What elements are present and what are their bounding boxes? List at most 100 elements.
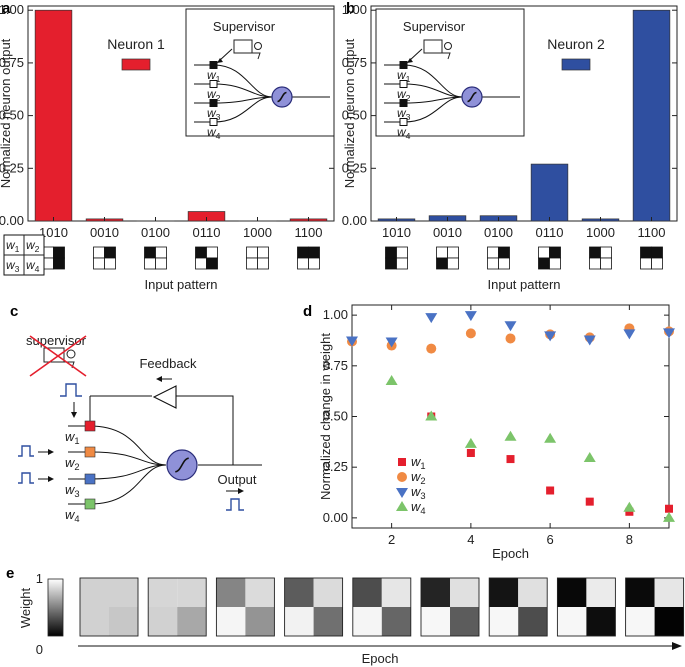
chart-b: 0.00 0.25 0.50 0.75 1.00 Normalized neuron ou… bbox=[342, 2, 678, 292]
annotation-swatch bbox=[561, 58, 591, 71]
tile-cell bbox=[216, 578, 246, 607]
y-axis-label: Normalized neuron output bbox=[342, 38, 357, 188]
weight-tile-9 bbox=[625, 577, 685, 637]
point-w2 bbox=[505, 333, 516, 344]
tile-cell bbox=[625, 607, 655, 636]
supervisor-body-icon bbox=[442, 52, 451, 60]
tile-cell bbox=[352, 578, 382, 607]
synapse-marker bbox=[84, 420, 96, 432]
point-w1 bbox=[506, 455, 515, 464]
y-tick-label: 0.75 bbox=[342, 55, 367, 70]
pattern-cell bbox=[385, 257, 397, 270]
y-tick-label: 1.00 bbox=[342, 2, 367, 17]
pattern-icon-1010 bbox=[385, 246, 408, 270]
tile-cell bbox=[381, 578, 411, 607]
synapse-line bbox=[403, 96, 463, 123]
chart-b-inset: Supervisor w1 w2 w3 w4 bbox=[375, 8, 525, 141]
weight-label: w1 bbox=[65, 429, 80, 446]
legend-label-w2: w2 bbox=[411, 469, 426, 486]
pattern-cell bbox=[206, 246, 218, 259]
x-tick-label: 0100 bbox=[141, 225, 170, 240]
synapse-marker bbox=[209, 61, 218, 69]
pattern-cell bbox=[104, 257, 116, 270]
feedback-arrowhead bbox=[156, 376, 162, 382]
input-pulse-icon bbox=[18, 472, 34, 484]
chart-d: 0.00 0.25 0.50 0.75 1.00 2 4 6 8 Epoch Normalized … bbox=[318, 304, 675, 561]
amplifier-icon bbox=[152, 385, 177, 409]
pattern-cell bbox=[104, 246, 116, 259]
pattern-cell bbox=[651, 257, 663, 270]
supervisor-icon bbox=[233, 39, 253, 54]
pattern-cell bbox=[308, 246, 320, 259]
pattern-icon-1010 bbox=[42, 246, 65, 270]
y-tick-label: 0.50 bbox=[342, 108, 367, 123]
feedback-line bbox=[176, 395, 234, 465]
tile-cell bbox=[625, 578, 655, 607]
x-axis-label: Input pattern bbox=[488, 277, 561, 292]
series-w4 bbox=[385, 375, 675, 522]
x-tick-label: 4 bbox=[467, 532, 474, 547]
pattern-cell bbox=[447, 257, 459, 270]
supervisor-arrowhead bbox=[217, 58, 223, 63]
output-arrowhead bbox=[238, 488, 244, 494]
tile-cell bbox=[284, 607, 314, 636]
x-tick-label: 0110 bbox=[536, 225, 564, 240]
legend-marker-w4 bbox=[396, 501, 408, 511]
x-tick-label: 1100 bbox=[638, 225, 666, 240]
synapse-marker bbox=[399, 99, 408, 107]
tile-cell bbox=[557, 607, 587, 636]
neuron-icon bbox=[461, 86, 483, 108]
cross-out-line bbox=[29, 335, 87, 377]
y-tick-label: 1.00 bbox=[323, 307, 348, 322]
input-arrowhead bbox=[48, 476, 54, 482]
output-label: Output bbox=[217, 472, 256, 487]
series-w1 bbox=[427, 412, 673, 516]
synapse-marker bbox=[399, 80, 408, 88]
supervisor-arrow bbox=[408, 48, 423, 62]
tile-cell bbox=[421, 578, 450, 607]
pattern-icon-0100 bbox=[144, 246, 167, 270]
x-tick-label: 6 bbox=[547, 532, 554, 547]
sigmoid-icon bbox=[175, 457, 189, 473]
tile-frame bbox=[625, 577, 685, 637]
panel-label-a: a bbox=[2, 0, 11, 17]
chart-a-supervisor-label: Supervisor bbox=[213, 19, 276, 34]
chart-a-inset: Supervisor w1 w2 w3 w4 bbox=[185, 8, 335, 141]
supervisor-arrowhead bbox=[407, 58, 413, 63]
x-tick-label: 1100 bbox=[295, 225, 323, 240]
tile-frame bbox=[79, 577, 139, 637]
pattern-cell bbox=[257, 257, 269, 270]
chart-a: 0.00 0.25 0.50 0.75 1.00 Normalized neuron ou… bbox=[0, 2, 335, 292]
weight-tile-4 bbox=[284, 577, 344, 637]
y-axis-label: Normalized neuron output bbox=[0, 38, 13, 188]
weight-label: w3 bbox=[65, 482, 80, 499]
tile-cell bbox=[489, 578, 519, 607]
synapse-line bbox=[89, 425, 167, 466]
pattern-cell bbox=[651, 246, 663, 259]
weight-tile-3 bbox=[215, 577, 275, 637]
pattern-icon-0100 bbox=[487, 246, 510, 270]
point-w2 bbox=[465, 328, 476, 339]
neuron-annotation: Neuron 2 bbox=[547, 36, 605, 52]
x-axis-label: Epoch bbox=[492, 546, 529, 561]
y-tick-label: 0.75 bbox=[323, 358, 348, 373]
pattern-cell bbox=[257, 246, 269, 259]
panel-label-e: e bbox=[6, 565, 14, 582]
weight-label: w1 bbox=[397, 68, 411, 84]
weight-label: w2 bbox=[397, 87, 411, 103]
x-tick-label: 0100 bbox=[484, 225, 513, 240]
synapse-line bbox=[213, 83, 273, 98]
pattern-cell bbox=[155, 246, 167, 259]
tile-frame bbox=[420, 577, 480, 637]
pattern-icon-1100 bbox=[297, 246, 320, 270]
point-w3 bbox=[544, 331, 557, 342]
legend-marker-w3 bbox=[396, 488, 408, 498]
pattern-icon-1000 bbox=[589, 246, 612, 270]
weight-label: w4 bbox=[207, 125, 221, 141]
tile-cell bbox=[586, 578, 616, 607]
tile-frame bbox=[352, 577, 412, 637]
synapse-marker bbox=[84, 473, 96, 485]
pattern-cell bbox=[144, 257, 156, 270]
weight-tile-2 bbox=[147, 577, 207, 637]
